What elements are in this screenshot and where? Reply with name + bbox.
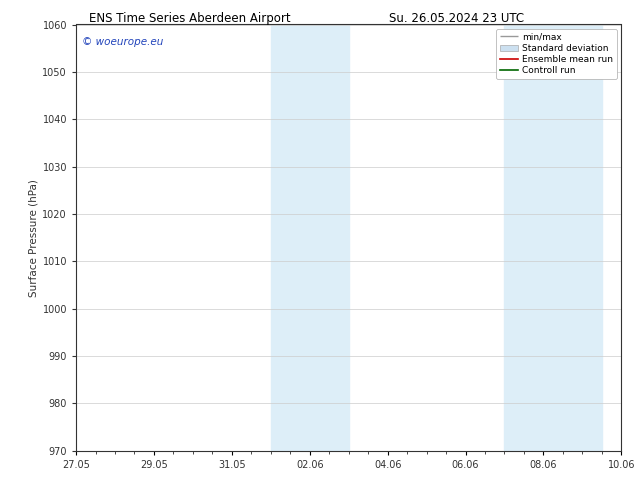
Text: © woeurope.eu: © woeurope.eu (82, 37, 163, 48)
Bar (271, 24, 349, 451)
Text: Su. 26.05.2024 23 UTC: Su. 26.05.2024 23 UTC (389, 12, 524, 25)
Bar (505, 24, 602, 451)
Y-axis label: Surface Pressure (hPa): Surface Pressure (hPa) (29, 179, 38, 296)
Text: ENS Time Series Aberdeen Airport: ENS Time Series Aberdeen Airport (89, 12, 291, 25)
Legend: min/max, Standard deviation, Ensemble mean run, Controll run: min/max, Standard deviation, Ensemble me… (496, 29, 617, 79)
